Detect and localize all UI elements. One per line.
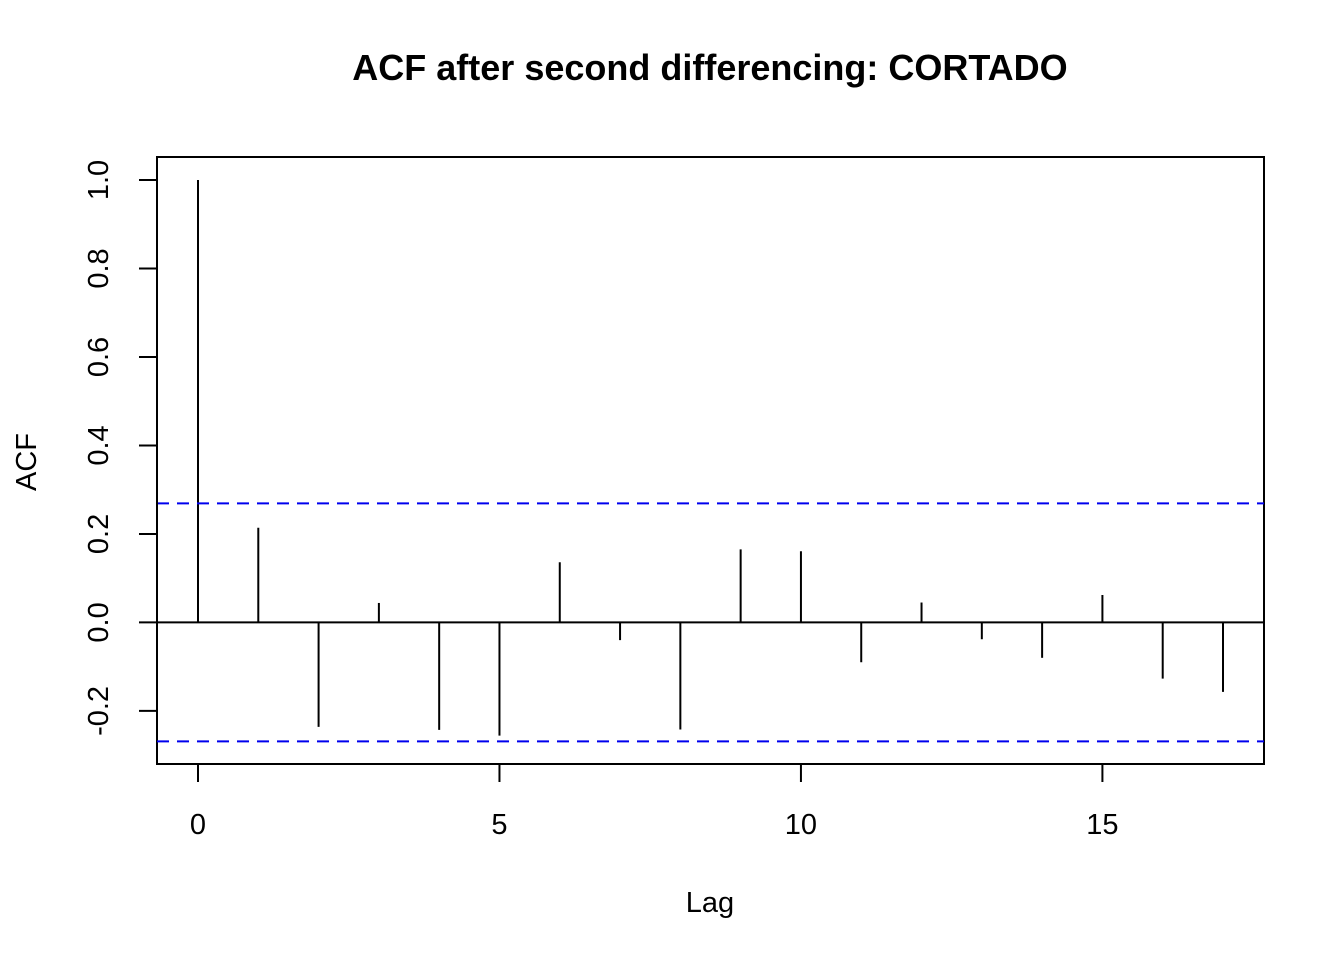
y-tick-label--0.2: -0.2 [83,686,115,736]
x-axis: 0 5 10 15 [190,763,1119,841]
y-axis: -0.2 0.0 0.2 0.4 0.6 0.8 1.0 [83,160,158,736]
chart-title: ACF after second differencing: CORTADO [352,47,1067,88]
y-tick-label-0.8: 0.8 [83,248,115,288]
x-tick-label-15: 15 [1086,809,1118,841]
x-tick-label-10: 10 [785,809,817,841]
y-tick-label-0.0: 0.0 [83,602,115,642]
y-tick-label-0.4: 0.4 [83,425,115,465]
y-tick-label-0.6: 0.6 [83,337,115,377]
y-tick-label-1.0: 1.0 [83,160,115,200]
x-tick-label-5: 5 [491,809,507,841]
x-tick-label-0: 0 [190,809,206,841]
plot-frame [156,156,1265,765]
y-axis-label: ACF [11,433,43,491]
confidence-bounds [157,502,1264,743]
y-tick-label-0.2: 0.2 [83,514,115,554]
x-axis-label: Lag [686,887,734,919]
acf-bars [197,180,1224,736]
